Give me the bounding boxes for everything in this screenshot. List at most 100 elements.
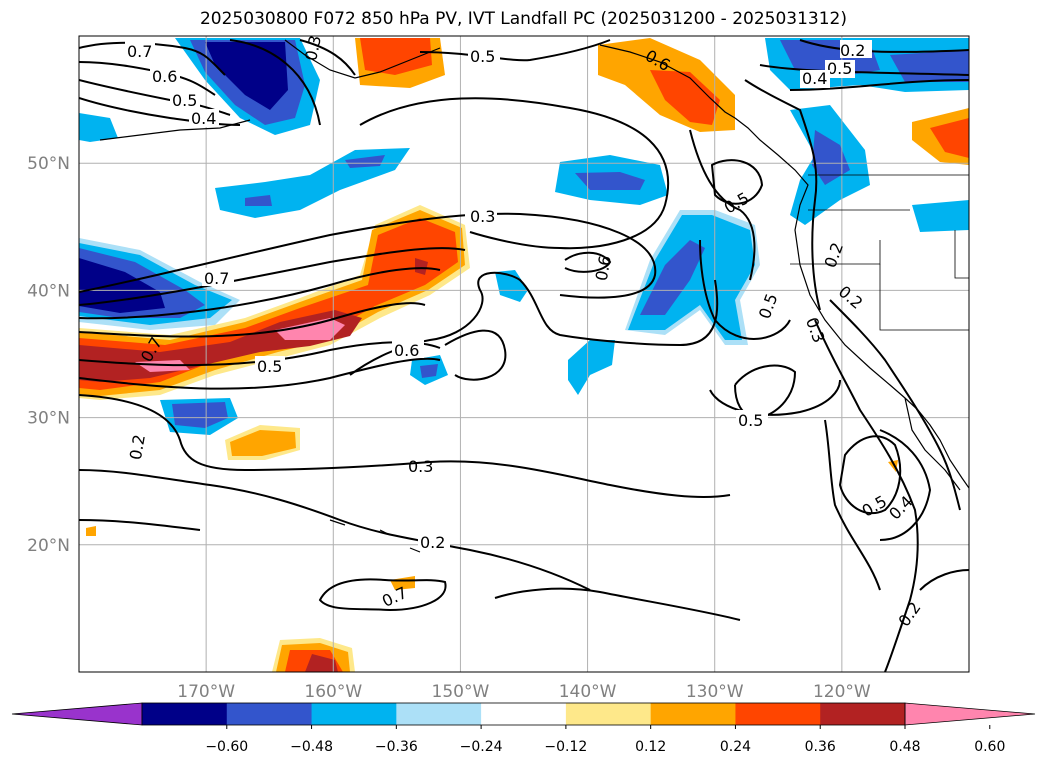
contour-line — [710, 159, 764, 205]
contour-line — [79, 394, 731, 498]
longitude-tick-label: 160°W — [304, 682, 362, 702]
contour-label: 0.5 — [257, 357, 282, 376]
contour-label: 0.5 — [470, 47, 495, 66]
contour-label: 0.2 — [821, 240, 848, 270]
contour-label: 0.7 — [204, 269, 229, 288]
aleutian-islands — [99, 119, 251, 141]
pv-anomaly-patch — [172, 402, 228, 428]
pv-fill-layer — [79, 38, 969, 672]
colorbar-segment — [142, 703, 228, 725]
longitude-labels: 170°W 160°W 150°W 140°W 130°W 120°W — [177, 682, 871, 702]
contour-line — [349, 271, 719, 376]
contour-line — [79, 519, 201, 531]
contour-line — [879, 429, 932, 541]
contour-line — [789, 79, 969, 91]
contour-line — [79, 302, 426, 338]
pv-contours — [79, 39, 969, 672]
colorbar-segment — [565, 703, 652, 725]
colorbar-tick-label: −0.60 — [205, 739, 248, 755]
longitude-tick-label: 120°W — [813, 682, 871, 702]
contour-label: 0.3 — [470, 207, 495, 226]
colorbar-segment — [226, 703, 313, 725]
colorbar: −0.60 −0.48 −0.36 −0.24 −0.12 0.12 0.24 0.36 0.4… — [11, 702, 1036, 755]
longitude-tick-label: 140°W — [559, 682, 617, 702]
contour-line — [814, 319, 919, 672]
longitude-tick-label: 170°W — [177, 682, 235, 702]
contour-line — [79, 267, 441, 320]
colorbar-segment — [820, 703, 906, 725]
coastlines — [99, 39, 969, 553]
pv-anomaly-patch — [495, 270, 528, 302]
contour-line — [318, 578, 447, 612]
pv-anomaly-patch — [79, 113, 118, 142]
contour-label: 0.2 — [840, 41, 865, 60]
pv-anomaly-patch — [275, 318, 345, 340]
contour-label: 0.4 — [802, 69, 827, 88]
pv-anomaly-patch — [79, 218, 458, 390]
contour-label: 0.2 — [894, 598, 924, 630]
contour-line — [444, 329, 507, 381]
colorbar-segment — [396, 703, 482, 725]
latitude-tick-label: 30°N — [27, 409, 70, 429]
contour-line — [564, 251, 612, 273]
colorbar-tick-label: −0.12 — [544, 739, 587, 755]
contour-line — [824, 419, 881, 591]
colorbar-segment — [650, 703, 736, 725]
contour-label: 0.7 — [127, 42, 152, 61]
pv-anomaly-patch — [575, 172, 645, 190]
colorbar-tick-label: 0.12 — [635, 739, 666, 755]
pv-anomaly-patch — [912, 200, 969, 232]
contour-label: 0.6 — [592, 254, 615, 282]
north-america-coastline — [734, 117, 969, 489]
contour-label: 0.4 — [885, 492, 916, 523]
contour-line — [829, 299, 961, 511]
contour-label: 0.3 — [408, 457, 433, 476]
pv-anomaly-patch — [230, 430, 296, 456]
state-border — [954, 230, 969, 279]
alaska-coastline — [599, 44, 736, 119]
alaska-peninsula — [284, 39, 441, 79]
contour-label: 0.2 — [126, 433, 149, 461]
contour-line — [359, 97, 670, 250]
contour-label: 0.5 — [859, 491, 891, 520]
latitude-tick-label: 40°N — [27, 281, 70, 301]
contour-label: 0.5 — [755, 291, 782, 321]
contour-label: 0.6 — [152, 67, 177, 86]
colorbar-extend-high — [904, 702, 1036, 726]
contour-label: 0.5 — [721, 188, 753, 217]
contour-label: 0.3 — [301, 34, 325, 63]
pv-anomaly-patch — [360, 38, 432, 75]
colorbar-tick-label: −0.48 — [290, 739, 333, 755]
pv-anomaly-patch — [245, 195, 272, 206]
contour-line — [734, 364, 797, 420]
pv-anomaly-patch — [568, 340, 615, 395]
colorbar-tick-label: −0.24 — [460, 739, 503, 755]
pv-anomaly-patch — [640, 240, 705, 315]
baja-california-coast — [904, 397, 961, 491]
latitude-tick-label: 50°N — [27, 154, 70, 174]
longitude-tick-label: 150°W — [432, 682, 490, 702]
nevada-border — [879, 264, 969, 331]
contour-line — [79, 357, 441, 390]
colorbar-tick-label: 0.24 — [720, 739, 751, 755]
colorbar-tick-label: 0.60 — [974, 739, 1005, 755]
contour-line — [744, 79, 821, 311]
pv-anomaly-patch — [205, 42, 288, 110]
pv-anomaly-patch — [86, 526, 96, 536]
colorbar-tick-label: 0.48 — [889, 739, 920, 755]
contour-label: 0.5 — [738, 411, 763, 430]
gridlines — [79, 36, 969, 672]
colorbar-tick-label: 0.36 — [805, 739, 836, 755]
colorbar-frame — [141, 702, 906, 726]
pv-anomaly-patch — [345, 155, 385, 168]
colorbar-segment — [735, 703, 821, 725]
contour-line — [419, 39, 611, 62]
contour-line — [838, 435, 902, 515]
contour-line — [229, 39, 321, 126]
colorbar-segment — [481, 703, 567, 725]
contour-line — [79, 97, 241, 126]
contour-line — [494, 587, 741, 621]
contour-label: 0.2 — [420, 533, 445, 552]
contour-label: 0.5 — [172, 91, 197, 110]
